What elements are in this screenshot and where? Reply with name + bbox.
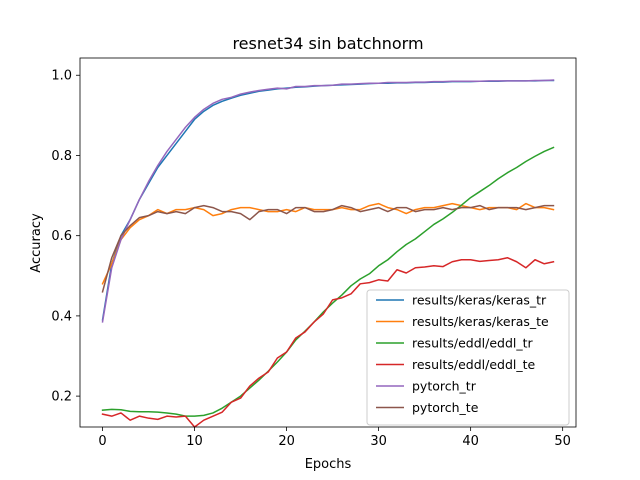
legend-label-2: results/eddl/eddl_tr [412,336,534,351]
x-tick-label: 50 [554,434,571,449]
x-tick-label: 20 [278,434,295,449]
x-tick-label: 0 [98,434,106,449]
y-tick-label: 0.6 [51,229,72,244]
axes-frame [79,57,577,428]
legend-label-4: pytorch_tr [412,379,477,394]
plot-area: 0 10 20 30 40 50 0.2 0.4 0.6 0.8 1.0 [51,57,577,449]
series-line-5 [101,204,555,293]
y-tick-label: 0.2 [51,390,72,405]
x-tick-label: 30 [370,434,387,449]
x-axis-label: Epochs [305,457,352,472]
y-tick-label: 0.8 [51,149,72,164]
series-line-4 [101,79,555,323]
chart-title: resnet34 sin batchnorm [232,34,423,53]
legend-label-1: results/keras/keras_te [412,314,549,329]
legend-label-5: pytorch_te [412,400,479,415]
x-tick-label: 10 [186,434,203,449]
y-tick-label: 1.0 [51,69,72,84]
series-line-3 [101,256,555,428]
x-tick-label: 40 [462,434,479,449]
y-axis-label: Accuracy [29,213,44,273]
legend-label-0: results/keras/keras_tr [412,293,547,308]
y-tick-label: 0.4 [51,309,72,324]
series-line-1 [101,202,555,285]
legend-box [366,289,570,426]
legend-label-3: results/eddl/eddl_te [412,357,536,372]
legend: results/keras/keras_tr results/keras/kera… [366,289,570,426]
